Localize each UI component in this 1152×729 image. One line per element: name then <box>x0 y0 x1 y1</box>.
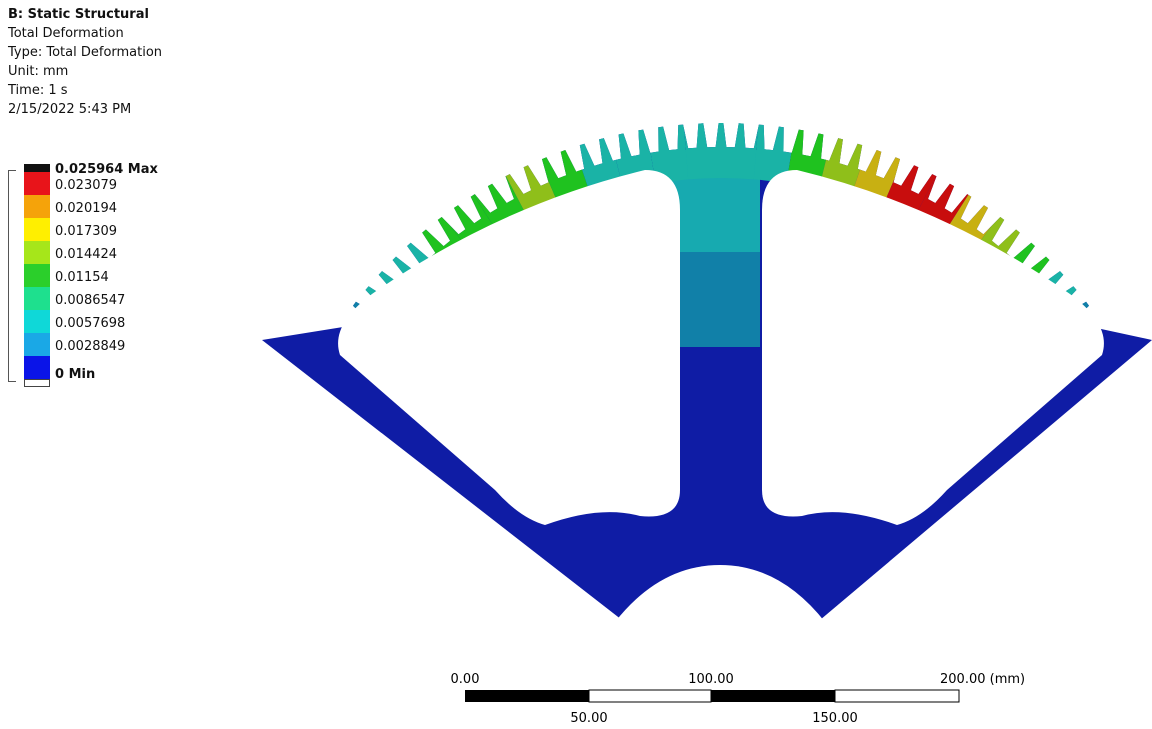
scale-label-50: 50.00 <box>570 711 607 726</box>
scale-label-100: 100.00 <box>688 672 734 687</box>
contour-legend[interactable]: 0.025964 Max 0.023079 0.020194 0.017309 … <box>8 162 188 387</box>
shaft-bore <box>560 565 880 700</box>
legend-swatch <box>24 333 50 356</box>
legend-level-label: 0.0028849 <box>55 339 126 354</box>
legend-bracket <box>8 170 16 382</box>
legend-level-label: 0.020194 <box>55 201 118 216</box>
legend-level-label: 0.017309 <box>55 224 118 239</box>
legend-level-label: 0.0057698 <box>55 316 126 331</box>
scale-segment <box>834 689 960 703</box>
result-timestamp: 2/15/2022 5:43 PM <box>8 102 132 117</box>
legend-swatches <box>24 164 50 387</box>
scale-label-150: 150.00 <box>812 711 858 726</box>
legend-swatch <box>24 218 50 241</box>
scale-segment <box>711 690 835 702</box>
legend-swatch-max <box>24 164 50 172</box>
legend-level-label: 0.0086547 <box>55 293 126 308</box>
lightening-hole-left <box>338 170 680 525</box>
legend-level-label: 0.023079 <box>55 178 118 193</box>
legend-swatch-min <box>24 379 50 387</box>
analysis-title: B: Static Structural <box>8 7 149 22</box>
result-time: Time: 1 s <box>8 83 68 98</box>
legend-max-label: 0.025964 Max <box>55 162 158 177</box>
legend-swatch <box>24 287 50 310</box>
result-info: B: Static Structural Total Deformation T… <box>8 5 162 119</box>
legend-swatch <box>24 241 50 264</box>
result-unit: Unit: mm <box>8 64 69 79</box>
legend-swatch <box>24 310 50 333</box>
result-name: Total Deformation <box>8 26 124 41</box>
legend-swatch <box>24 356 50 379</box>
legend-swatch <box>24 195 50 218</box>
legend-level-label: 0.014424 <box>55 247 118 262</box>
scale-segment <box>588 689 712 703</box>
lightening-hole-right <box>762 170 1104 525</box>
result-type: Type: Total Deformation <box>8 45 163 60</box>
legend-level-label: 0.01154 <box>55 270 109 285</box>
legend-swatch <box>24 264 50 287</box>
legend-min-label: 0 Min <box>55 367 96 382</box>
scale-label-200: 200.00 (mm) <box>940 672 1025 687</box>
scale-label-0: 0.00 <box>451 672 480 687</box>
legend-swatch <box>24 172 50 195</box>
scale-segment <box>465 690 589 702</box>
